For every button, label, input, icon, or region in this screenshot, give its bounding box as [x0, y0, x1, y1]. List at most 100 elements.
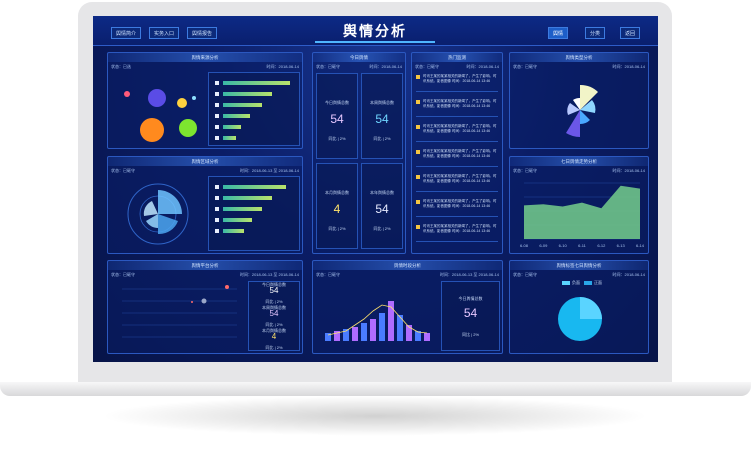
bar: [223, 125, 241, 129]
bar-marker: [215, 92, 219, 96]
stat-note: 同比 | 2%: [265, 299, 283, 304]
stat-note: 同比 | 2%: [328, 136, 346, 141]
area-series: [524, 185, 640, 239]
panel-status: 状态：已砸守: [513, 272, 537, 277]
panel-date: 时间：2018-06-14: [612, 168, 645, 173]
bubble: [148, 89, 166, 107]
panel-period: 舆情时段分析 状态：已砸守 时间：2018-06-13 至 2018-06-14 …: [312, 260, 503, 354]
polar-sector: [143, 201, 158, 216]
scatter-point: [201, 298, 207, 304]
panel-title: 舆情标签七日舆情分析: [510, 261, 648, 270]
panel-date: 时间：2018-06-14: [612, 64, 645, 69]
period-bar-line-chart: [325, 301, 430, 341]
list-item[interactable]: 时讯王某的某某相关的新闻了，产生了影响。时讯系统。影音图像 时间：2018-06…: [416, 73, 498, 92]
top-bar: 舆情简介 实务入口 舆情报告 舆情分析 舆情 分类 返回: [93, 16, 658, 46]
line-series: [327, 304, 428, 336]
bar: [325, 333, 331, 341]
panel-region: 舆情区域分析 状态：已砸守 时间：2018-06-13 至 2018-06-14: [107, 156, 303, 254]
panel-title: 舆情区域分析: [108, 157, 302, 166]
bar-marker: [215, 81, 219, 85]
sentiment-pie: [558, 297, 602, 341]
back-button[interactable]: 返回: [620, 27, 641, 39]
stat-value: 4: [271, 332, 277, 341]
bar-marker: [215, 114, 219, 118]
rose-sector: [566, 110, 580, 137]
rose-sector: [580, 100, 596, 113]
panel-title: 舆情类型分析: [510, 53, 648, 62]
bubble: [192, 96, 196, 100]
x-tick-label: 6-14: [636, 243, 644, 248]
stat-note: 同比 | 2%: [373, 136, 391, 141]
panel-date: 时间：2018-06-13 至 2018-06-14: [239, 272, 299, 277]
bullet-icon: [416, 75, 420, 79]
bubble: [177, 98, 187, 108]
stat-card: 本月舆情总数 4 同比 | 2%: [316, 163, 358, 249]
page-title: 舆情分析: [315, 19, 435, 43]
trend-area-chart: 6-08 6-09 6-10 6-11 6-12 6-13 6-14: [520, 182, 644, 248]
x-tick-label: 6-09: [539, 243, 548, 248]
panel-status: 状态：已砸守: [513, 64, 537, 69]
panel-date: 时间：2018-06-14: [266, 64, 299, 69]
polar-sector: [158, 214, 178, 235]
bar: [223, 136, 236, 140]
stat-label: 今日舆情总数: [262, 282, 286, 287]
rose-chart: [566, 84, 598, 137]
stat-card: 今日舆情总数 54 同比 | 2%: [316, 73, 358, 159]
polar-ring: [127, 183, 189, 245]
x-tick-label: 6-10: [559, 243, 568, 248]
scatter-chart: [122, 285, 237, 338]
panel-date: 时间：2018-06-13 至 2018-06-14: [239, 168, 299, 173]
panel-sentiment: 舆情标签七日舆情分析 状态：已砸守 时间：2018-06-14 负面 正面: [509, 260, 649, 354]
bar: [223, 229, 244, 233]
list-item[interactable]: 时讯王某的某某相关的新闻了，产生了影响。时讯系统。影音图像 时间：2018-06…: [416, 198, 498, 217]
legend-positive: 正面: [594, 280, 602, 285]
scatter-point: [225, 285, 229, 289]
tab-category[interactable]: 分类: [585, 27, 606, 39]
stat-value: 54: [463, 306, 478, 320]
list-item[interactable]: 时讯王某的某某相关的新闻了，产生了影响。时讯系统。影音图像 时间：2018-06…: [416, 223, 498, 242]
panel-status: 状态：已选: [111, 64, 131, 69]
pie-slice: [580, 297, 602, 319]
list-item[interactable]: 时讯王某的某某相关的新闻了，产生了影响。时讯系统。影音图像 时间：2018-06…: [416, 148, 498, 167]
bar: [397, 315, 403, 341]
bar: [334, 331, 340, 341]
list-item[interactable]: 时讯王某的某某相关的新闻了，产生了影响。时讯系统。影音图像 时间：2018-06…: [416, 98, 498, 117]
stat-note: 同比 | 2%: [265, 322, 283, 327]
bar: [424, 333, 430, 341]
tab-report[interactable]: 舆情报告: [187, 27, 218, 39]
bar: [379, 313, 385, 341]
tab-intro[interactable]: 舆情简介: [111, 27, 142, 39]
bar: [415, 331, 421, 341]
bar: [223, 218, 253, 222]
list-item[interactable]: 时讯王某的某某相关的新闻了，产生了影响。时讯系统。影音图像 时间：2018-06…: [416, 173, 498, 192]
bar: [223, 92, 272, 96]
bar-marker: [215, 185, 219, 189]
list-item[interactable]: 时讯王某的某某相关的新闻了，产生了影响。时讯系统。影音图像 时间：2018-06…: [416, 123, 498, 142]
tab-sentiment[interactable]: 舆情: [548, 27, 569, 39]
legend-negative: 负面: [572, 280, 580, 285]
panel-status: 状态：已砸守: [316, 272, 340, 277]
bullet-icon: [416, 200, 420, 204]
panel-trend: 七日舆情走势分析 状态：已砸守 时间：2018-06-14 6-08 6-09 6-1…: [509, 156, 649, 254]
stat-label: 本年舆情总数: [370, 190, 394, 195]
list-item-text: 时讯王某的某某相关的新闻了，产生了影响。时讯系统。影音图像 时间：2018-06…: [423, 224, 497, 233]
stat-value: 54: [330, 112, 344, 126]
bar-marker: [215, 229, 219, 233]
panel-title: 热门监测: [412, 53, 502, 62]
bar: [223, 185, 286, 189]
bar: [406, 325, 412, 341]
bullet-icon: [416, 225, 420, 229]
platform-stats: 今日舆情总数 54 同比 | 2% 本周舆情总数 54 同比 | 2% 本月舆情总数 4 同比 …: [248, 281, 300, 351]
stat-note: 同比 | 2%: [373, 226, 391, 231]
source-bar-list: [208, 72, 300, 146]
stat-note: 同比 | 2%: [265, 345, 283, 350]
panel-status: 状态：已砸守: [111, 272, 135, 277]
panel-status: 状态：已砸守: [316, 64, 340, 69]
panel-hot: 热门监测 状态：已砸守 时间：2018-06-14 时讯王某的某某相关的新闻了，产…: [411, 52, 503, 254]
panel-date: 时间：2018-06-14: [612, 272, 645, 277]
tab-entry[interactable]: 实务入口: [149, 27, 180, 39]
stat-note: 同比 | 2%: [461, 332, 480, 337]
scatter-point: [191, 301, 193, 303]
panel-date: 时间：2018-06-14: [369, 64, 402, 69]
bar-marker: [215, 125, 219, 129]
